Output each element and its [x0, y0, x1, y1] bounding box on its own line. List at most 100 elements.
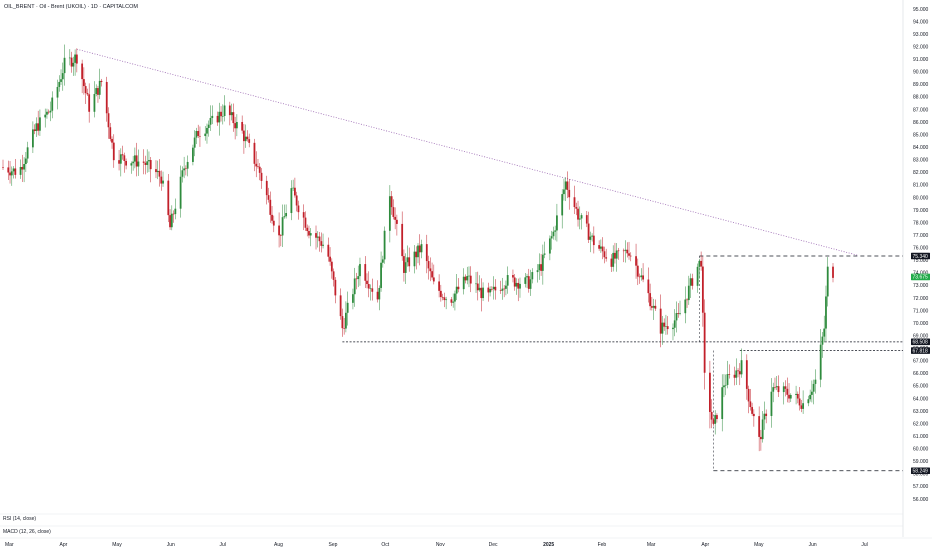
- candle: [684, 286, 687, 324]
- candle: [174, 198, 177, 220]
- candle: [322, 233, 324, 249]
- candle: [193, 130, 196, 157]
- candle: [135, 142, 138, 177]
- candle: [492, 276, 495, 300]
- candle: [112, 134, 115, 168]
- candle: [366, 273, 368, 289]
- x-tick-label: Apr: [701, 542, 709, 548]
- y-tick-label: 79.000: [913, 208, 929, 214]
- candle: [346, 291, 349, 326]
- y-tick-label: 94.000: [913, 19, 929, 25]
- candle: [352, 288, 354, 310]
- candle: [775, 376, 778, 391]
- candle: [798, 387, 801, 411]
- x-tick-label: Mar: [5, 542, 14, 548]
- candle: [573, 185, 576, 215]
- y-tick-label: 75.000: [913, 258, 929, 264]
- candle: [221, 104, 224, 125]
- candle: [105, 76, 108, 122]
- candle: [788, 383, 790, 403]
- candle: [526, 273, 528, 289]
- y-tick-label: 89.000: [913, 82, 929, 88]
- candle: [204, 126, 207, 141]
- y-tick-label: 77.000: [913, 233, 929, 239]
- candle: [56, 79, 59, 110]
- candle: [144, 155, 147, 175]
- candle: [761, 411, 764, 443]
- candle: [585, 211, 588, 228]
- candle: [517, 278, 520, 302]
- candle: [278, 212, 280, 248]
- rsi-label: RSI (14, close): [3, 516, 37, 522]
- candle: [823, 315, 826, 343]
- candle: [61, 62, 64, 91]
- candle: [133, 147, 136, 169]
- candle: [269, 191, 272, 223]
- y-tick-label: 85.000: [913, 132, 929, 138]
- candle: [392, 199, 395, 220]
- candle: [223, 95, 226, 122]
- level-price-tag: 58.249: [911, 467, 930, 475]
- candle: [550, 230, 553, 250]
- candle: [487, 282, 490, 302]
- candle: [380, 251, 382, 292]
- candle: [406, 245, 409, 267]
- candle: [160, 170, 163, 191]
- candle: [341, 308, 344, 337]
- candle: [376, 280, 379, 303]
- level-price-tag: 75.340: [911, 252, 930, 260]
- candle: [309, 228, 312, 247]
- y-tick-label: 95.000: [913, 7, 929, 13]
- svg-text:73.675: 73.675: [913, 275, 929, 281]
- candle: [603, 246, 606, 264]
- candle: [540, 253, 542, 276]
- candle: [51, 91, 54, 119]
- candle: [626, 242, 629, 258]
- candle: [673, 309, 676, 337]
- candle: [810, 380, 813, 403]
- candle: [272, 215, 275, 233]
- y-tick-label: 59.000: [913, 459, 929, 465]
- candle: [554, 225, 557, 241]
- candle: [478, 275, 481, 292]
- candle: [44, 108, 47, 128]
- candle: [132, 155, 135, 171]
- candle: [760, 429, 762, 451]
- candle: [417, 243, 419, 264]
- candle: [74, 49, 76, 76]
- candle: [169, 209, 171, 230]
- candle: [457, 278, 460, 293]
- y-tick-label: 61.000: [913, 434, 929, 440]
- candle: [156, 160, 159, 180]
- candle: [207, 120, 210, 137]
- candle: [82, 67, 85, 95]
- candle: [455, 274, 458, 301]
- candle: [638, 273, 641, 284]
- trendline[interactable]: [76, 48, 858, 256]
- candle: [812, 379, 815, 405]
- y-tick-label: 73.000: [913, 283, 929, 289]
- candle: [431, 262, 433, 280]
- level-price-tag: 68.508: [911, 338, 930, 346]
- candle: [654, 299, 657, 311]
- candle: [796, 391, 799, 404]
- candle: [404, 253, 407, 284]
- candle: [47, 109, 50, 115]
- candle: [86, 88, 89, 97]
- candle: [506, 266, 509, 294]
- candle: [413, 245, 416, 274]
- candle: [81, 59, 84, 94]
- candle: [726, 360, 729, 389]
- y-tick-label: 87.000: [913, 107, 929, 113]
- candle: [469, 266, 472, 293]
- candle: [292, 179, 295, 192]
- candle: [589, 231, 592, 253]
- candle: [2, 159, 4, 171]
- y-tick-label: 82.000: [913, 170, 929, 176]
- candle: [209, 105, 212, 131]
- y-tick-label: 76.000: [913, 246, 929, 252]
- y-tick-label: 65.000: [913, 384, 929, 390]
- candle: [241, 115, 244, 134]
- candle: [353, 267, 356, 307]
